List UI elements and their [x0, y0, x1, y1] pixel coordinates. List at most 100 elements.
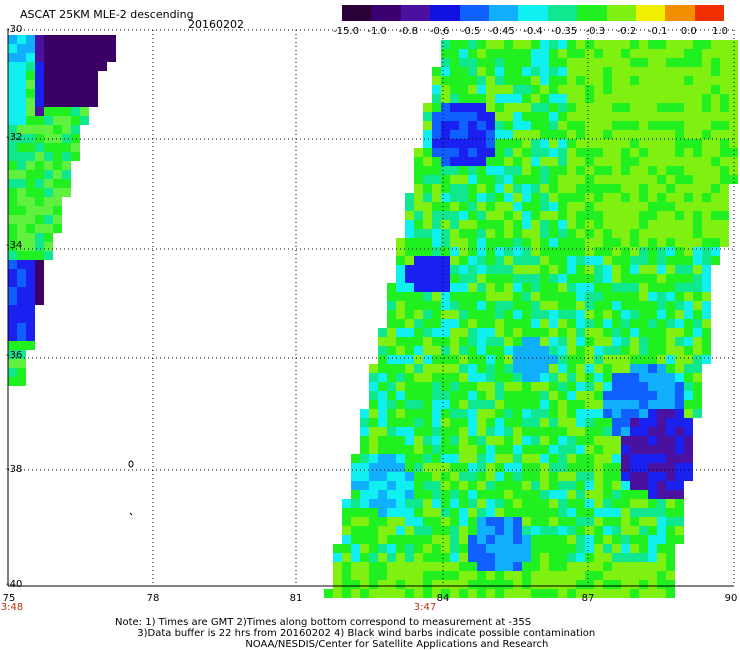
data-cell	[495, 202, 504, 211]
data-cell	[495, 373, 504, 382]
data-cell	[504, 175, 513, 184]
data-cell	[522, 256, 531, 265]
data-cell	[369, 589, 378, 598]
data-cell	[405, 310, 414, 319]
data-cell	[558, 364, 567, 373]
data-cell	[549, 40, 558, 49]
data-cell	[477, 490, 486, 499]
data-cell	[441, 319, 450, 328]
data-cell	[540, 355, 549, 364]
data-cell	[513, 544, 522, 553]
data-cell	[675, 139, 684, 148]
data-cell	[495, 121, 504, 130]
data-cell	[441, 49, 450, 58]
data-cell	[369, 427, 378, 436]
colorbar-segment	[400, 5, 431, 21]
data-cell	[423, 553, 432, 562]
data-cell	[657, 517, 666, 526]
data-cell	[486, 292, 495, 301]
data-cell	[639, 364, 648, 373]
data-cell	[387, 373, 396, 382]
data-cell	[612, 472, 621, 481]
data-cell	[414, 499, 423, 508]
data-cell	[594, 562, 603, 571]
data-cell	[576, 436, 585, 445]
data-cell	[53, 197, 62, 206]
data-cell	[459, 409, 468, 418]
data-cell	[450, 427, 459, 436]
data-cell	[621, 589, 630, 598]
data-cell	[17, 341, 26, 350]
data-cell	[675, 508, 684, 517]
data-cell	[630, 409, 639, 418]
data-cell	[567, 418, 576, 427]
data-cell	[468, 139, 477, 148]
lat-label: -36	[6, 350, 23, 361]
data-cell	[702, 139, 711, 148]
data-cell	[639, 409, 648, 418]
data-cell	[396, 517, 405, 526]
lat-label: -34	[6, 240, 23, 251]
data-cell	[684, 166, 693, 175]
data-cell	[540, 535, 549, 544]
map-frame	[7, 30, 734, 587]
data-cell	[603, 436, 612, 445]
data-cell	[531, 544, 540, 553]
data-cell	[621, 229, 630, 238]
data-cell	[513, 157, 522, 166]
colorbar-segment	[577, 5, 607, 21]
data-cell	[648, 175, 657, 184]
data-cell	[486, 220, 495, 229]
data-cell	[477, 328, 486, 337]
data-cell	[630, 382, 639, 391]
data-cell	[639, 463, 648, 472]
data-cell	[567, 346, 576, 355]
data-cell	[711, 193, 720, 202]
data-cell	[468, 580, 477, 589]
data-cell	[477, 148, 486, 157]
data-cell	[414, 490, 423, 499]
data-cell	[576, 427, 585, 436]
data-cell	[423, 157, 432, 166]
data-cell	[486, 94, 495, 103]
data-cell	[558, 157, 567, 166]
data-cell	[585, 292, 594, 301]
data-cell	[504, 283, 513, 292]
data-cell	[585, 283, 594, 292]
data-cell	[477, 580, 486, 589]
data-cell	[522, 355, 531, 364]
data-cell	[450, 58, 459, 67]
data-cell	[594, 589, 603, 598]
data-cell	[522, 58, 531, 67]
data-cell	[648, 337, 657, 346]
data-cell	[684, 283, 693, 292]
data-cell	[720, 112, 729, 121]
data-cell	[567, 400, 576, 409]
data-cell	[558, 85, 567, 94]
data-cell	[630, 103, 639, 112]
data-cell	[477, 508, 486, 517]
data-cell	[711, 121, 720, 130]
colorbar-segment	[665, 5, 695, 21]
data-cell	[693, 175, 702, 184]
data-cell	[576, 49, 585, 58]
data-cell	[387, 445, 396, 454]
data-cell	[62, 80, 71, 89]
data-cell	[666, 319, 675, 328]
data-cell	[333, 544, 342, 553]
data-cell	[333, 580, 342, 589]
data-cell	[540, 472, 549, 481]
data-cell	[594, 319, 603, 328]
data-cell	[549, 319, 558, 328]
data-cell	[486, 481, 495, 490]
data-cell	[594, 400, 603, 409]
chart-date: 20160202	[188, 18, 244, 31]
data-cell	[567, 580, 576, 589]
data-cell	[603, 274, 612, 283]
data-cell	[53, 206, 62, 215]
data-cell	[612, 202, 621, 211]
data-cell	[8, 368, 17, 377]
data-cell	[666, 580, 675, 589]
data-cell	[630, 472, 639, 481]
data-cell	[495, 589, 504, 598]
